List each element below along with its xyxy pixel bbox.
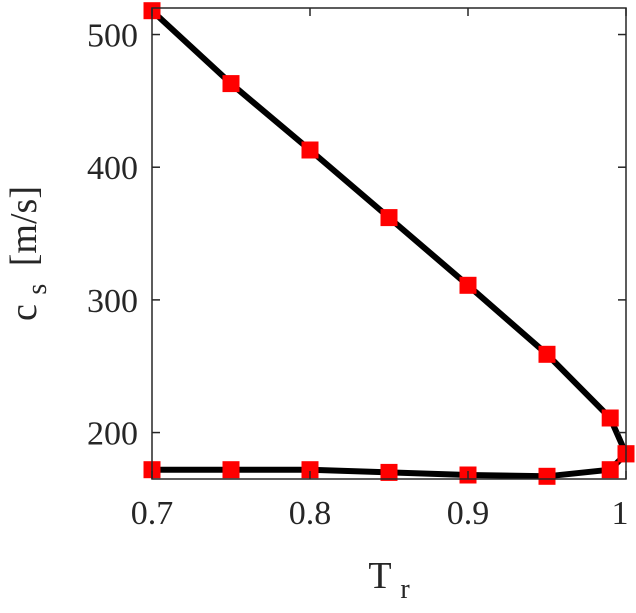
y-axis-label-main: c [3, 304, 45, 321]
y-tick-label: 200 [87, 416, 138, 453]
y-axis-label-subscript: s [22, 284, 53, 295]
y-tick-label: 500 [87, 18, 138, 55]
series-1-marker [601, 409, 619, 427]
y-axis-label-unit: [m/s] [3, 186, 45, 266]
series-1-marker [538, 345, 556, 363]
series-1-marker [380, 209, 398, 227]
y-tick-label: 300 [87, 283, 138, 320]
series-1-line [149, 7, 629, 457]
x-axis-label-main: T [368, 555, 391, 597]
series-1-marker [222, 75, 240, 93]
x-axis-label: T r [368, 555, 410, 605]
series-2-marker [601, 461, 619, 479]
series-1-marker [301, 141, 319, 159]
axis-ticks: 0.7 0.8 0.9 1 200 300 400 500 [87, 8, 629, 532]
series-1-marker [459, 276, 477, 294]
y-axis-label: c s [m/s] [3, 186, 55, 321]
x-tick-label: 0.8 [289, 495, 332, 532]
series-2-marker [538, 467, 556, 485]
x-axis-label-subscript: r [400, 574, 410, 605]
x-tick-label: 1 [612, 495, 629, 532]
x-tick-label: 0.7 [131, 495, 174, 532]
series-2-marker [222, 461, 240, 479]
series-2-marker [380, 463, 398, 481]
series-2-line [149, 450, 629, 480]
x-tick-label: 0.9 [447, 495, 490, 532]
series-2-marker [301, 461, 319, 479]
plot-area [143, 2, 635, 485]
y-tick-label: 400 [87, 150, 138, 187]
axes-box [151, 7, 627, 480]
